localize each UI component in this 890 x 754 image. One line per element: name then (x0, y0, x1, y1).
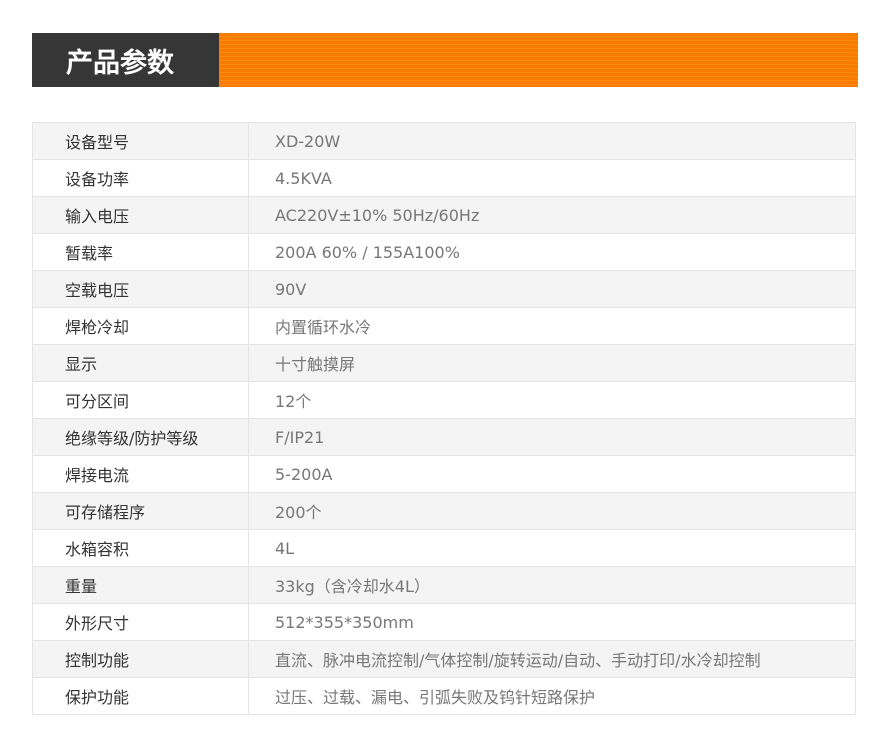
spec-label: 暂载率 (32, 233, 249, 271)
spec-label: 设备功率 (32, 159, 249, 197)
spec-value: 33kg（含冷却水4L） (248, 566, 856, 604)
table-row: 绝缘等级/防护等级 F/IP21 (32, 418, 856, 456)
table-row: 外形尺寸 512*355*350mm (32, 603, 856, 641)
table-row: 暂载率 200A 60% / 155A100% (32, 233, 856, 271)
table-row: 重量 33kg（含冷却水4L） (32, 566, 856, 604)
spec-value: 十寸触摸屏 (248, 344, 856, 382)
spec-value: 90V (248, 270, 856, 308)
spec-value: 4.5KVA (248, 159, 856, 197)
table-row: 可存储程序 200个 (32, 492, 856, 530)
spec-value: 200个 (248, 492, 856, 530)
spec-value: 12个 (248, 381, 856, 419)
spec-value: XD-20W (248, 122, 856, 160)
spec-value: 5-200A (248, 455, 856, 493)
table-row: 控制功能 直流、脉冲电流控制/气体控制/旋转运动/自动、手动打印/水冷却控制 (32, 640, 856, 678)
table-row: 设备型号 XD-20W (32, 122, 856, 160)
spec-label: 设备型号 (32, 122, 249, 160)
spec-label: 焊接电流 (32, 455, 249, 493)
section-title: 产品参数 (32, 33, 219, 87)
spec-label: 焊枪冷却 (32, 307, 249, 345)
table-row: 输入电压 AC220V±10% 50Hz/60Hz (32, 196, 856, 234)
spec-label: 绝缘等级/防护等级 (32, 418, 249, 456)
spec-table: 设备型号 XD-20W 设备功率 4.5KVA 输入电压 AC220V±10% 50Hz/… (32, 122, 856, 715)
table-row: 空载电压 90V (32, 270, 856, 308)
table-row: 可分区间 12个 (32, 381, 856, 419)
table-row: 焊接电流 5-200A (32, 455, 856, 493)
section-header: 产品参数 (32, 33, 858, 87)
spec-label: 显示 (32, 344, 249, 382)
table-row: 设备功率 4.5KVA (32, 159, 856, 197)
spec-value: 4L (248, 529, 856, 567)
spec-value: AC220V±10% 50Hz/60Hz (248, 196, 856, 234)
spec-value: F/IP21 (248, 418, 856, 456)
spec-label: 水箱容积 (32, 529, 249, 567)
table-row: 显示 十寸触摸屏 (32, 344, 856, 382)
table-row: 保护功能 过压、过载、漏电、引弧失败及钨针短路保护 (32, 677, 856, 715)
spec-label: 空载电压 (32, 270, 249, 308)
spec-value: 512*355*350mm (248, 603, 856, 641)
spec-label: 输入电压 (32, 196, 249, 234)
spec-value: 过压、过载、漏电、引弧失败及钨针短路保护 (248, 677, 856, 715)
spec-value: 200A 60% / 155A100% (248, 233, 856, 271)
spec-label: 可分区间 (32, 381, 249, 419)
spec-value: 直流、脉冲电流控制/气体控制/旋转运动/自动、手动打印/水冷却控制 (248, 640, 856, 678)
spec-label: 重量 (32, 566, 249, 604)
header-accent-bar (219, 33, 858, 87)
table-row: 水箱容积 4L (32, 529, 856, 567)
table-row: 焊枪冷却 内置循环水冷 (32, 307, 856, 345)
spec-value: 内置循环水冷 (248, 307, 856, 345)
spec-label: 外形尺寸 (32, 603, 249, 641)
spec-label: 控制功能 (32, 640, 249, 678)
spec-label: 保护功能 (32, 677, 249, 715)
spec-label: 可存储程序 (32, 492, 249, 530)
